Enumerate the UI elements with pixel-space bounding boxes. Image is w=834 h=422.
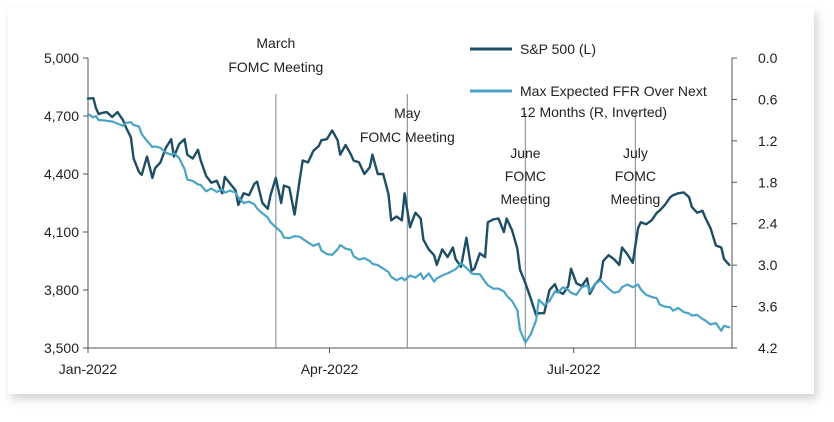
right-tick-label: 0.0 (758, 50, 778, 66)
x-tick-label: Jul-2022 (547, 361, 601, 377)
fomc-event-label: Meeting (610, 191, 660, 207)
right-tick-label: 1.2 (758, 133, 778, 149)
right-tick-label: 2.4 (758, 216, 778, 232)
legend: S&P 500 (L) Max Expected FFR Over Next 12 … (470, 41, 707, 120)
left-tick-label: 4,700 (44, 108, 79, 124)
fomc-event-label: Meeting (500, 191, 550, 207)
fomc-event-label: March (256, 35, 295, 51)
right-tick-label: 3.0 (758, 257, 778, 273)
fomc-event-label: June (510, 145, 541, 161)
chart-card: 5,000 4,700 4,400 4,100 3,800 3,500 0.0 0.6 1.2 1… (8, 8, 814, 394)
left-tick-label: 3,800 (44, 282, 79, 298)
series-lines (86, 96, 731, 344)
fomc-event-label: May (394, 105, 420, 121)
left-tick-label: 4,400 (44, 166, 79, 182)
max-ffr-series-line (86, 112, 731, 344)
right-tick-label: 3.6 (758, 299, 778, 315)
fomc-event-label: FOMC (505, 168, 546, 184)
x-tick-label: Apr-2022 (301, 361, 359, 377)
fomc-event-label: July (623, 145, 648, 161)
left-tick-label: 4,100 (44, 224, 79, 240)
x-tick-label: Jan-2022 (59, 361, 118, 377)
left-tick-label: 5,000 (44, 50, 79, 66)
right-tick-label: 4.2 (758, 340, 778, 356)
right-tick-label: 1.8 (758, 174, 778, 190)
legend-label-sp500: S&P 500 (L) (520, 41, 596, 57)
legend-label-max-ffr: Max Expected FFR Over Next 12 Months (R, … (520, 83, 707, 120)
left-tick-label: 3,500 (44, 340, 79, 356)
sp500-series-line (86, 96, 731, 317)
right-tick-label: 0.6 (758, 91, 778, 107)
fomc-event-label: FOMC Meeting (360, 129, 455, 145)
fomc-event-label: FOMC (615, 168, 656, 184)
axes: 5,000 4,700 4,400 4,100 3,800 3,500 0.0 0.6 1.2 1… (44, 50, 778, 377)
line-chart: 5,000 4,700 4,400 4,100 3,800 3,500 0.0 0.6 1.2 1… (44, 35, 778, 377)
fomc-event-lines: March FOMC Meeting May FOMC Meeting June FOMC… (228, 35, 660, 348)
fomc-event-label: FOMC Meeting (228, 59, 323, 75)
